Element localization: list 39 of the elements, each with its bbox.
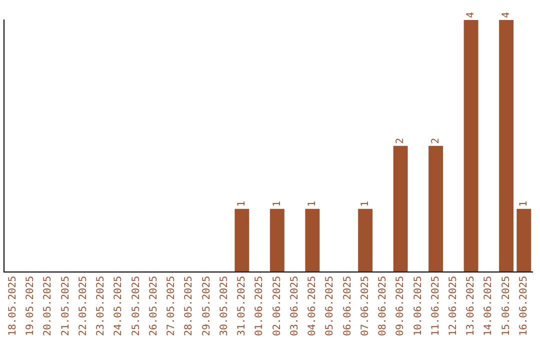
x-tick-label: 01.06.2025 xyxy=(254,276,266,336)
x-tick-label: 13.06.2025 xyxy=(466,276,477,336)
x-tick-label: 11.06.2025 xyxy=(430,276,442,336)
x-tick-label: 27.05.2025 xyxy=(166,276,178,336)
x-tick-label: 21.05.2025 xyxy=(60,276,72,336)
x-tick-label: 08.06.2025 xyxy=(378,276,389,336)
data-label: 1 xyxy=(272,200,283,207)
x-tick-label: 23.05.2025 xyxy=(96,276,107,336)
x-tick-label: 05.06.2025 xyxy=(324,276,336,336)
data-label: 4 xyxy=(500,12,512,18)
x-tick-label: 09.06.2025 xyxy=(395,276,406,336)
x-tick-label: 03.06.2025 xyxy=(289,276,300,336)
x-tick-label: 07.06.2025 xyxy=(360,276,371,336)
x-tick-label: 30.05.2025 xyxy=(218,276,230,336)
x-tick-label: 04.06.2025 xyxy=(307,276,318,336)
x-tick-label: 18.05.2025 xyxy=(7,276,18,336)
x-tick-label: 15.06.2025 xyxy=(500,276,512,336)
x-tick-label: 31.05.2025 xyxy=(236,276,248,336)
x-tick-label: 16.06.2025 xyxy=(518,276,530,336)
data-label: 2 xyxy=(430,138,442,144)
data-label: 2 xyxy=(395,138,406,144)
x-tick-label: 25.05.2025 xyxy=(130,276,142,336)
x-tick-label: 22.05.2025 xyxy=(78,276,89,336)
data-label: 1 xyxy=(360,200,371,207)
x-tick-label: 02.06.2025 xyxy=(272,276,283,336)
x-tick-label: 26.05.2025 xyxy=(148,276,160,336)
x-tick-label: 24.05.2025 xyxy=(113,276,124,336)
x-tick-label: 28.05.2025 xyxy=(184,276,195,336)
x-tick-label: 20.05.2025 xyxy=(42,276,54,336)
data-label: 1 xyxy=(307,200,318,207)
x-tick-label: 12.06.2025 xyxy=(448,276,459,336)
x-tick-label: 10.06.2025 xyxy=(412,276,424,336)
data-label: 1 xyxy=(236,200,248,207)
x-tick-label: 19.05.2025 xyxy=(25,276,36,336)
data-label: 4 xyxy=(466,12,477,18)
data-label: 1 xyxy=(518,200,530,207)
x-tick-label: 29.05.2025 xyxy=(201,276,212,336)
x-tick-label: 14.06.2025 xyxy=(483,276,494,336)
x-tick-label: 06.06.2025 xyxy=(342,276,354,336)
